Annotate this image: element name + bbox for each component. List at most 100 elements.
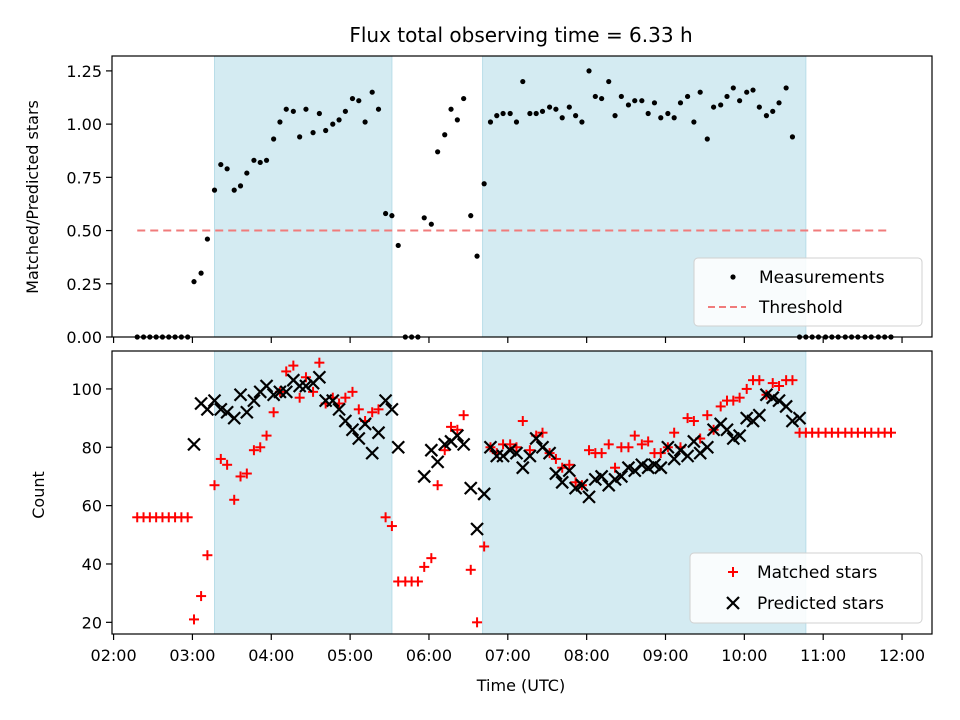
measurement-points [134, 68, 894, 340]
measurement-point [237, 183, 244, 189]
predicted-star-point [273, 385, 287, 399]
predicted-star-point [523, 449, 537, 463]
matched-star-point [584, 445, 595, 456]
measurement-point [448, 106, 454, 112]
predicted-star-point [700, 440, 715, 455]
top-y-tick-label: 0.50 [66, 222, 102, 241]
predicted-star-point [227, 411, 241, 425]
bottom-y-tick-label: 40 [82, 555, 102, 574]
predicted-star-point [582, 490, 596, 504]
measurement-point [718, 102, 724, 108]
matched-star-point [426, 553, 437, 564]
predicted-star-point [233, 387, 248, 402]
measurement-point [527, 110, 533, 117]
measurement-point [513, 119, 520, 125]
matched-star-point [728, 395, 739, 406]
predicted-star-point [752, 408, 767, 422]
matched-star-point [215, 453, 226, 464]
measurement-point [724, 93, 730, 100]
measurement-point [573, 113, 579, 119]
matched-star-point [524, 445, 535, 456]
matched-star-point [669, 427, 680, 438]
matched-star-point [419, 561, 430, 572]
measurement-point [618, 93, 624, 100]
measurement-point [356, 98, 362, 104]
predicted-star-point [680, 449, 695, 463]
predicted-star-point [207, 393, 222, 408]
predicted-star-point [240, 405, 254, 420]
measurement-point [520, 78, 526, 85]
predicted-star-point [779, 399, 793, 414]
matched-star-point [452, 424, 463, 435]
matched-star-point [340, 392, 351, 403]
matched-star-point [347, 386, 358, 397]
predicted-star-point [542, 446, 557, 460]
measurement-point [375, 106, 382, 112]
matched-star-point [787, 375, 798, 386]
measurement-point [599, 95, 605, 102]
matched-star-point [754, 375, 765, 386]
measurement-point [639, 98, 645, 104]
matched-star-point [380, 512, 391, 523]
measurement-point [684, 93, 691, 100]
predicted-star-point [365, 446, 379, 460]
matched-star-point [386, 521, 397, 532]
matched-star-point [281, 366, 292, 377]
bottom-x-tick-label: 11:00 [800, 646, 846, 665]
predicted-star-point [732, 428, 747, 443]
predicted-star-point [259, 379, 274, 393]
measurement-point [323, 127, 329, 134]
predicted-star-point [247, 393, 261, 408]
measurement-point [454, 117, 460, 123]
predicted-star-point [653, 460, 668, 475]
legend-matched-label: Matched stars [757, 563, 877, 583]
matched-star-point [465, 564, 476, 575]
measurement-point [277, 119, 283, 125]
measurement-point [211, 187, 218, 193]
legend-threshold-label: Threshold [758, 298, 843, 318]
measurement-point [198, 270, 204, 276]
matched-star-point [458, 410, 469, 421]
predicted-star-point [594, 469, 609, 484]
measurement-point [632, 98, 638, 104]
predicted-star-point [352, 431, 366, 446]
measurement-point [395, 242, 401, 249]
bottom-frame [111, 350, 933, 635]
matched-star-point [886, 427, 896, 438]
bottom-x-tick-label: 07:00 [485, 646, 531, 665]
predicted-star-point [489, 449, 504, 463]
measurement-point [539, 108, 546, 114]
measurement-point [756, 104, 762, 110]
measurement-point [297, 134, 303, 140]
predicted-star-point [470, 522, 484, 536]
matched-star-point [182, 512, 193, 523]
bottom-x-tick-label: 08:00 [564, 646, 610, 665]
matched-star-point [655, 448, 666, 459]
predicted-star-point [792, 411, 807, 425]
predicted-star-point [299, 379, 313, 393]
measurement-point [730, 85, 736, 91]
legend-predicted-label: Predicted stars [757, 594, 884, 614]
bottom-y-axis-label: Count [29, 471, 48, 519]
measurement-point [533, 110, 539, 117]
measurement-point [290, 108, 296, 114]
matched-star-point [229, 494, 240, 505]
top-y-tick-label: 0.75 [66, 168, 102, 187]
predicted-star-point [483, 440, 498, 455]
matched-star-point [623, 442, 634, 453]
bottom-y-tick-label: 20 [82, 613, 102, 632]
bottom-x-tick-label: 03:00 [169, 646, 215, 665]
predicted-star-point [391, 440, 405, 455]
matched-star-point [636, 439, 647, 450]
measurement-point [612, 113, 618, 119]
measurement-point [310, 130, 316, 136]
measurement-point [665, 110, 671, 117]
predicted-star-point [687, 434, 701, 449]
predicted-star-point [312, 370, 327, 385]
matched-star-point [629, 430, 640, 441]
legend-measurements-label: Measurements [759, 268, 885, 288]
bottom-y-tick-label: 80 [82, 438, 102, 457]
measurement-point [474, 253, 480, 259]
measurement-point [559, 115, 565, 121]
top-y-tick-label: 1.25 [66, 62, 102, 81]
